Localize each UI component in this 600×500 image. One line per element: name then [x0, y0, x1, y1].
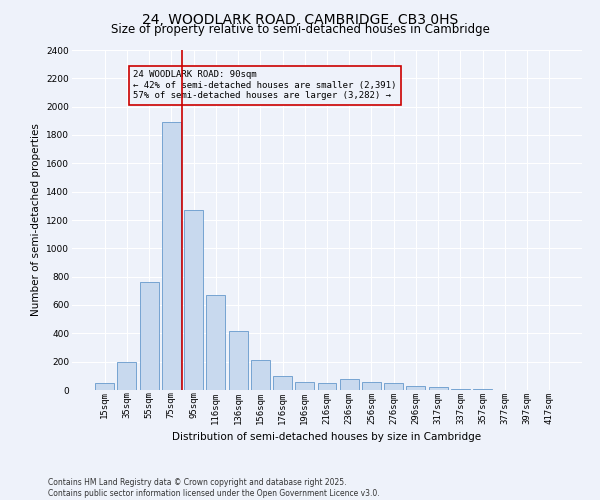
X-axis label: Distribution of semi-detached houses by size in Cambridge: Distribution of semi-detached houses by …: [172, 432, 482, 442]
Bar: [406, 386, 425, 390]
Bar: [384, 383, 403, 390]
Bar: [184, 210, 203, 390]
Bar: [251, 360, 270, 390]
Bar: [229, 330, 248, 390]
Bar: [95, 383, 114, 390]
Text: 24 WOODLARK ROAD: 90sqm
← 42% of semi-detached houses are smaller (2,391)
57% of: 24 WOODLARK ROAD: 90sqm ← 42% of semi-de…: [133, 70, 397, 100]
Text: Contains HM Land Registry data © Crown copyright and database right 2025.
Contai: Contains HM Land Registry data © Crown c…: [48, 478, 380, 498]
Bar: [340, 378, 359, 390]
Bar: [429, 387, 448, 390]
Bar: [362, 382, 381, 390]
Bar: [295, 382, 314, 390]
Bar: [162, 122, 181, 390]
Bar: [273, 376, 292, 390]
Bar: [118, 362, 136, 390]
Y-axis label: Number of semi-detached properties: Number of semi-detached properties: [31, 124, 41, 316]
Text: Size of property relative to semi-detached houses in Cambridge: Size of property relative to semi-detach…: [110, 22, 490, 36]
Bar: [140, 282, 158, 390]
Text: 24, WOODLARK ROAD, CAMBRIDGE, CB3 0HS: 24, WOODLARK ROAD, CAMBRIDGE, CB3 0HS: [142, 12, 458, 26]
Bar: [317, 383, 337, 390]
Bar: [451, 388, 470, 390]
Bar: [206, 295, 225, 390]
